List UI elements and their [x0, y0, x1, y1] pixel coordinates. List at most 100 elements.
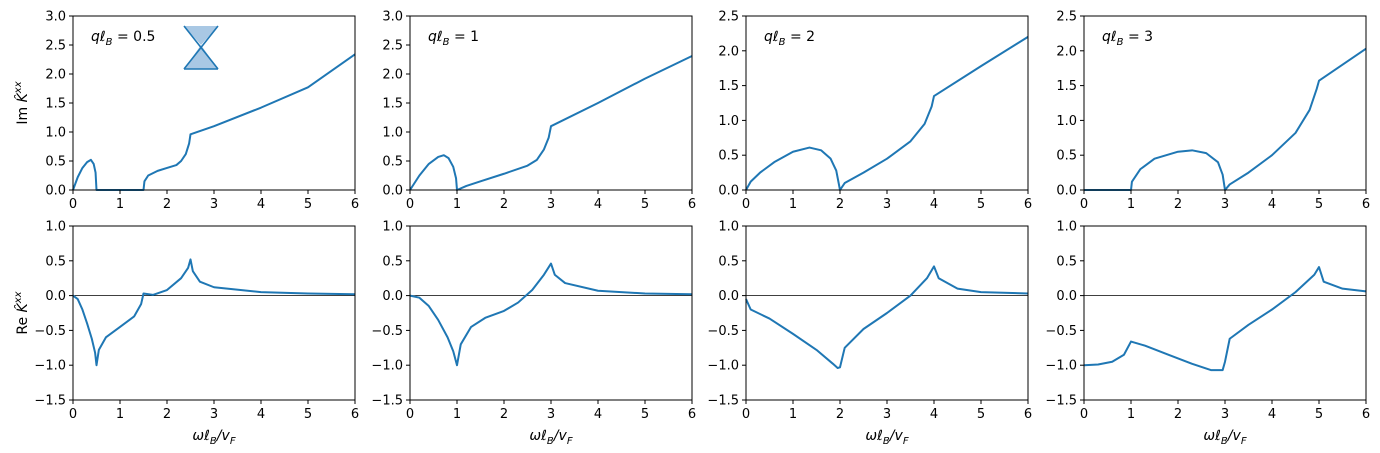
y-tick-label: −1.5	[707, 394, 739, 409]
y-tick-label: 1.0	[1056, 114, 1077, 129]
x-tick-label: 5	[977, 407, 985, 422]
axes-frame	[1083, 225, 1367, 401]
x-axis-title: ωℓB/vF	[865, 428, 908, 447]
y-tick-label: 0.0	[45, 289, 66, 304]
x-tick-label: 2	[1174, 407, 1182, 422]
y-tick-label: 1.5	[382, 97, 403, 112]
y-tick-label: −1.0	[707, 359, 739, 374]
x-tick-label: 3	[210, 197, 218, 212]
panel-bottom-2: 0 1 2 3 4 5 6 −1.5 −1.0 −0.5 0.0 0.5 1.0 ωℓB/vF	[371, 220, 696, 448]
x-axis-title: ωℓB/vF	[192, 428, 235, 447]
panel-annotation: qℓB = 3	[1102, 29, 1153, 48]
y-tick-label: 1.5	[718, 79, 739, 94]
x-tick-label: 2	[500, 197, 508, 212]
y-tick-label: 1.0	[45, 220, 66, 235]
x-tick-label: 3	[547, 407, 555, 422]
y-tick-label: 2.0	[718, 44, 739, 59]
y-tick-label: 1.0	[45, 126, 66, 141]
x-tick-label: 1	[789, 407, 797, 422]
y-tick-label: 0.0	[45, 184, 66, 199]
axes-frame	[72, 225, 356, 401]
y-tick-label: 0.5	[382, 155, 403, 170]
y-tick-label: 3.0	[45, 10, 66, 25]
series-line	[409, 262, 693, 367]
x-tick-label: 2	[1174, 197, 1182, 212]
series-line	[409, 55, 693, 191]
x-tick-label: 0	[1080, 197, 1088, 212]
y-tick-label: 0.0	[1056, 289, 1077, 304]
series-line	[1084, 47, 1367, 191]
y-tick-label: 0.0	[718, 289, 739, 304]
series-line	[745, 265, 1029, 369]
y-tick-label: 2.5	[45, 39, 66, 54]
panel-bottom-4: 0 1 2 3 4 5 6 −1.5 −1.0 −0.5 0.0 0.5 1.0 ωℓB/vF	[1045, 220, 1370, 448]
x-axis-title: ωℓB/vF	[1203, 428, 1246, 447]
x-tick-label: 4	[1268, 197, 1276, 212]
panel-top-1: 0 1 2 3 4 5 6 0.0 0.5 1.0 1.5 2.0 2.5 3.0 qℓB = 0.5 Im …	[13, 10, 359, 213]
y-tick-label: 1.0	[382, 126, 403, 141]
x-tick-label: 4	[930, 197, 938, 212]
y-tick-label: 2.5	[382, 39, 403, 54]
panel-annotation: qℓB = 1	[428, 29, 479, 48]
series-line	[72, 258, 356, 367]
x-tick-label: 6	[688, 407, 696, 422]
x-tick-label: 0	[406, 407, 414, 422]
y-tick-label: 0.0	[1056, 184, 1077, 199]
y-tick-label: 1.5	[45, 97, 66, 112]
y-tick-label: 0.0	[382, 184, 403, 199]
x-tick-label: 3	[1221, 407, 1229, 422]
x-tick-label: 4	[594, 407, 602, 422]
y-tick-label: 1.0	[382, 220, 403, 235]
x-tick-label: 5	[1315, 407, 1323, 422]
x-tick-label: 5	[304, 197, 312, 212]
x-tick-label: 2	[836, 197, 844, 212]
panel-top-4: 0 1 2 3 4 5 6 0.0 0.5 1.0 1.5 2.0 2.5 qℓB = 3	[1056, 10, 1370, 213]
y-tick-label: 2.5	[1056, 10, 1077, 25]
x-tick-label: 1	[789, 197, 797, 212]
y-tick-label: 0.5	[718, 254, 739, 269]
x-tick-label: 3	[883, 407, 891, 422]
x-tick-label: 5	[1315, 197, 1323, 212]
x-tick-label: 1	[453, 407, 461, 422]
y-tick-label: 0.5	[1056, 254, 1077, 269]
y-tick-label: −0.5	[1045, 324, 1077, 339]
y-tick-label: 0.0	[382, 289, 403, 304]
x-tick-label: 4	[594, 197, 602, 212]
x-tick-label: 3	[547, 197, 555, 212]
y-axis-title: Im K̂xx	[13, 81, 31, 124]
series-line	[745, 36, 1029, 191]
axes-frame	[409, 225, 693, 401]
y-axis-title: Re K̂xx	[13, 291, 31, 334]
y-tick-label: 0.5	[45, 254, 66, 269]
x-tick-label: 2	[500, 407, 508, 422]
x-tick-label: 2	[836, 407, 844, 422]
x-tick-label: 2	[163, 407, 171, 422]
y-tick-label: 2.5	[718, 10, 739, 25]
series-line	[72, 53, 356, 191]
y-tick-label: 0.5	[1056, 149, 1077, 164]
x-tick-label: 4	[257, 407, 265, 422]
x-tick-label: 6	[688, 197, 696, 212]
y-tick-label: 1.0	[1056, 220, 1077, 235]
x-tick-label: 4	[257, 197, 265, 212]
x-tick-label: 0	[69, 407, 77, 422]
x-tick-label: 3	[210, 407, 218, 422]
y-tick-label: −0.5	[34, 324, 66, 339]
x-tick-label: 0	[742, 407, 750, 422]
x-tick-label: 6	[1362, 197, 1370, 212]
y-tick-label: −1.5	[1045, 394, 1077, 409]
y-tick-label: −1.0	[34, 359, 66, 374]
x-tick-label: 6	[1024, 407, 1032, 422]
x-tick-label: 6	[351, 407, 359, 422]
x-tick-label: 2	[163, 197, 171, 212]
y-tick-label: −1.0	[371, 359, 403, 374]
y-tick-label: −1.0	[1045, 359, 1077, 374]
panel-bottom-3: 0 1 2 3 4 5 6 −1.5 −1.0 −0.5 0.0 0.5 1.0 ωℓB/vF	[707, 220, 1032, 448]
y-tick-label: −1.5	[371, 394, 403, 409]
y-tick-label: 2.0	[1056, 44, 1077, 59]
panel-top-3: 0 1 2 3 4 5 6 0.0 0.5 1.0 1.5 2.0 2.5 qℓB = 2	[718, 10, 1032, 213]
y-tick-label: 0.5	[382, 254, 403, 269]
x-tick-label: 1	[116, 197, 124, 212]
y-tick-label: 2.0	[45, 68, 66, 83]
x-tick-label: 4	[1268, 407, 1276, 422]
